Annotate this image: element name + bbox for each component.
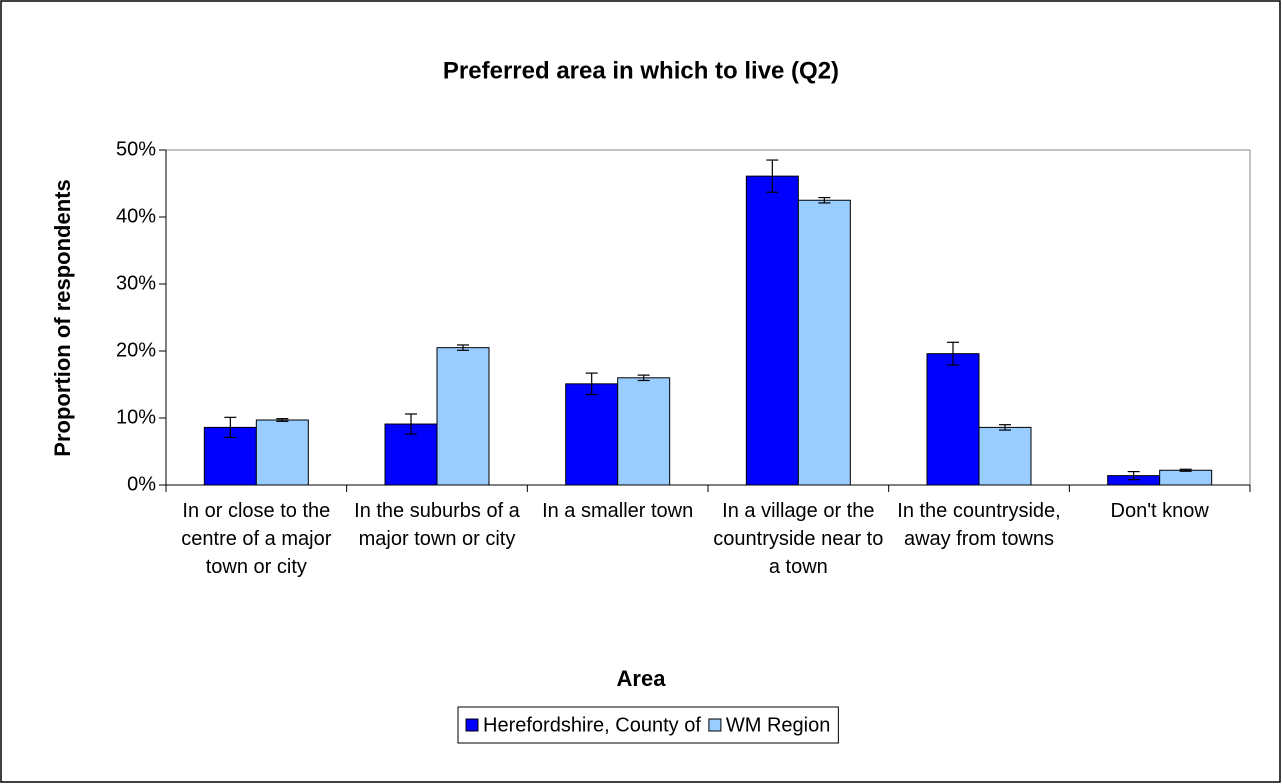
- plot-area: [165, 149, 1251, 486]
- y-tick-label: 30%: [116, 272, 156, 294]
- y-tick-label: 40%: [116, 205, 156, 227]
- error-bar: [1179, 468, 1192, 472]
- x-tick-label: In the countryside, away from towns: [897, 500, 1061, 550]
- y-tick-label: 10%: [116, 406, 156, 428]
- bar: [565, 383, 619, 486]
- error-bar: [276, 418, 289, 422]
- x-tick-label-box: In a smaller town: [542, 500, 694, 522]
- error-bar: [637, 374, 650, 382]
- error-bar: [457, 344, 469, 351]
- bar: [797, 199, 851, 486]
- y-tick-label: 50%: [116, 138, 156, 160]
- legend-swatch: [465, 718, 479, 732]
- x-tick-label: In a village or the countryside near to …: [713, 500, 884, 578]
- y-tick-label: 0%: [127, 473, 156, 495]
- x-axis-title: Area: [617, 666, 667, 691]
- chart-title: Preferred area in which to live (Q2): [443, 57, 839, 84]
- legend-label: WM Region: [726, 714, 830, 736]
- bar: [436, 347, 490, 486]
- x-tick-label: In a smaller town: [542, 500, 694, 522]
- x-tick-label: In the suburbs of a major town or city: [354, 500, 520, 550]
- bar: [926, 353, 980, 486]
- error-bar: [224, 416, 237, 439]
- bar: [745, 175, 799, 486]
- error-bar: [818, 196, 831, 204]
- y-axis-title: Proportion of respondents: [50, 179, 75, 456]
- x-tick-label: In or close to the centre of a major tow…: [181, 500, 332, 578]
- legend: Herefordshire, County of WM Region: [457, 706, 839, 744]
- x-tick-label-box: In the countryside, away from towns: [897, 500, 1061, 550]
- x-tick-label-box: In a village or the countryside near to …: [713, 500, 884, 578]
- legend-swatch: [708, 718, 722, 732]
- x-tick-label: Don't know: [1110, 500, 1209, 522]
- legend-label: Herefordshire, County of: [483, 714, 701, 736]
- x-tick-label-box: Don't know: [1110, 500, 1209, 522]
- error-bar: [999, 424, 1011, 431]
- legend-box: [457, 706, 839, 744]
- bar: [617, 377, 671, 486]
- x-tick-label-box: In or close to the centre of a major tow…: [181, 500, 332, 578]
- error-bar: [585, 372, 598, 396]
- error-bar: [1127, 471, 1140, 481]
- x-tick-label-box: In the suburbs of a major town or city: [354, 500, 520, 550]
- error-bar: [766, 159, 779, 193]
- y-tick-label: 20%: [116, 339, 156, 361]
- error-bar: [405, 413, 417, 435]
- bar: [978, 426, 1032, 486]
- error-bar: [947, 341, 959, 366]
- bar: [255, 419, 309, 486]
- bar: [1159, 469, 1213, 486]
